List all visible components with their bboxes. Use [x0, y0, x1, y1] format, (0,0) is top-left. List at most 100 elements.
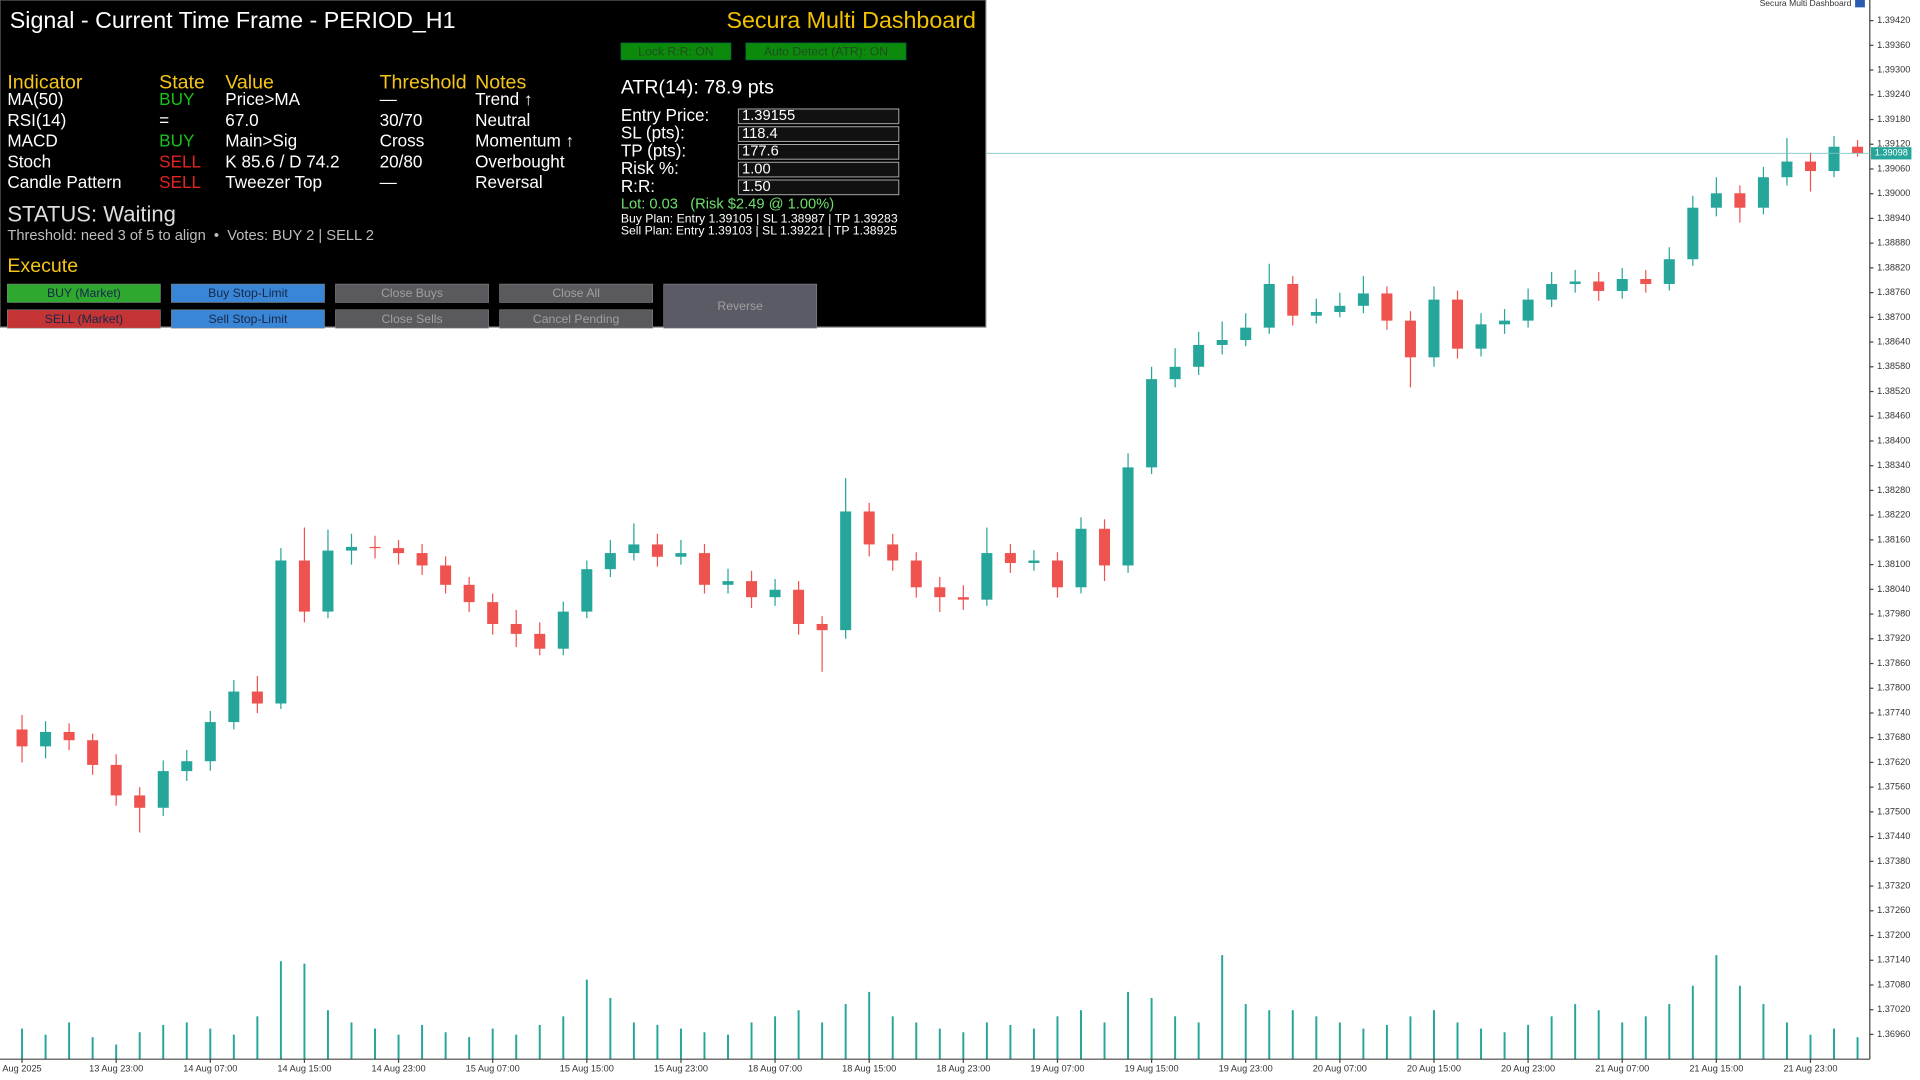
- x-tick-label: 14 Aug 23:00: [372, 1063, 426, 1073]
- candle-body: [1193, 344, 1205, 367]
- candle-body: [863, 511, 875, 545]
- table-cell: Price>MA: [225, 89, 300, 109]
- y-tick-label: 1.38100: [1877, 559, 1910, 569]
- candle-body: [110, 764, 122, 796]
- y-tick-label: 1.38700: [1877, 312, 1910, 322]
- candle-body: [887, 544, 899, 561]
- action-button-label: Close Buys: [381, 286, 443, 300]
- table-cell: Trend ↑: [475, 89, 532, 109]
- table-cell: Main>Sig: [225, 131, 297, 151]
- action-button[interactable]: [663, 283, 818, 329]
- action-button[interactable]: [7, 283, 161, 303]
- y-tick-label: 1.37380: [1877, 856, 1910, 866]
- candle-body: [510, 623, 522, 634]
- table-cell: Stoch: [7, 151, 51, 171]
- current-price-label: 1.39098: [1875, 148, 1908, 158]
- y-tick-label: 1.37800: [1877, 683, 1910, 693]
- candle-body: [1757, 177, 1769, 208]
- y-tick-label: 1.38520: [1877, 386, 1910, 396]
- y-tick-label: 1.38460: [1877, 411, 1910, 421]
- candle-body: [1616, 279, 1628, 291]
- candle-body: [840, 511, 852, 631]
- input-box[interactable]: [737, 144, 900, 160]
- candle-body: [1781, 161, 1793, 178]
- toggle-button[interactable]: [745, 42, 907, 61]
- action-button[interactable]: [171, 283, 325, 303]
- candle-body: [1499, 320, 1511, 325]
- candle-body: [1169, 366, 1181, 380]
- candle-body: [1357, 293, 1369, 306]
- x-tick-label: 13 Aug 23:00: [89, 1063, 143, 1073]
- candle-body: [769, 589, 781, 598]
- action-button-label: Close Sells: [381, 312, 442, 326]
- y-tick-label: 1.39300: [1877, 64, 1910, 74]
- action-button[interactable]: [7, 309, 161, 329]
- y-tick-label: 1.39060: [1877, 163, 1910, 173]
- candle-body: [228, 691, 240, 723]
- table-cell: Overbought: [475, 151, 565, 171]
- candle-body: [1075, 528, 1087, 588]
- candle-body: [722, 581, 734, 585]
- x-tick-label: 15 Aug 23:00: [654, 1063, 708, 1073]
- input-box[interactable]: [737, 126, 900, 142]
- input-box[interactable]: [737, 161, 900, 178]
- table-cell: Candle Pattern: [7, 172, 121, 192]
- table-cell: Momentum ↑: [475, 131, 574, 151]
- candle-body: [651, 544, 663, 557]
- candle-body: [1287, 283, 1299, 316]
- y-tick-label: 1.39120: [1877, 139, 1910, 149]
- table-cell: 30/70: [380, 110, 423, 130]
- candle-body: [251, 691, 263, 704]
- table-cell: BUY: [159, 89, 195, 109]
- table-header: Value: [225, 71, 274, 93]
- y-tick-label: 1.37500: [1877, 806, 1910, 816]
- table-cell: 67.0: [225, 110, 258, 130]
- candle-body: [1028, 560, 1040, 563]
- y-tick-label: 1.37980: [1877, 609, 1910, 619]
- y-tick-label: 1.37740: [1877, 707, 1910, 717]
- y-tick-label: 1.38340: [1877, 460, 1910, 470]
- threshold-note: Threshold: need 3 of 5 to align • Votes:…: [7, 228, 374, 244]
- action-button[interactable]: [171, 309, 325, 329]
- x-tick-label: 14 Aug 07:00: [183, 1063, 237, 1073]
- panel-title: Signal - Current Time Frame - PERIOD_H1: [10, 7, 456, 33]
- action-button[interactable]: [335, 283, 489, 303]
- candle-body: [1263, 283, 1275, 328]
- candle-body: [1663, 259, 1675, 284]
- table-cell: BUY: [159, 131, 195, 151]
- candle-body: [1710, 193, 1722, 208]
- input-box[interactable]: [737, 108, 900, 125]
- y-tick-label: 1.39360: [1877, 40, 1910, 50]
- field-label: Risk %:: [621, 158, 679, 178]
- candle-body: [1099, 528, 1111, 566]
- candle-body: [534, 633, 546, 649]
- candle-body: [1640, 279, 1652, 284]
- x-tick-label: 19 Aug 07:00: [1030, 1063, 1084, 1073]
- field-label: R:R:: [621, 176, 655, 196]
- table-cell: K 85.6 / D 74.2: [225, 151, 339, 171]
- x-tick-label: 18 Aug 15:00: [842, 1063, 896, 1073]
- field-label: Entry Price:: [621, 105, 710, 125]
- action-button[interactable]: [499, 283, 653, 303]
- candle-body: [1122, 467, 1134, 566]
- input-value: 177.6: [742, 144, 779, 160]
- table-header: Indicator: [7, 71, 83, 93]
- table-cell: =: [159, 110, 169, 130]
- field-label: TP (pts):: [621, 140, 686, 160]
- candle-body: [487, 602, 499, 624]
- action-button[interactable]: [499, 309, 653, 329]
- candle-body: [298, 560, 310, 612]
- action-button-label: Close All: [552, 286, 600, 300]
- input-box[interactable]: [737, 179, 900, 196]
- y-tick-label: 1.37080: [1877, 979, 1910, 989]
- toggle-button[interactable]: [620, 42, 732, 61]
- action-button[interactable]: [335, 309, 489, 329]
- table-cell: Neutral: [475, 110, 530, 130]
- y-tick-label: 1.37020: [1877, 1004, 1910, 1014]
- y-tick-label: 1.37560: [1877, 782, 1910, 792]
- candle-body: [1804, 161, 1816, 172]
- x-tick-label: 15 Aug 15:00: [560, 1063, 614, 1073]
- candle-body: [628, 544, 640, 554]
